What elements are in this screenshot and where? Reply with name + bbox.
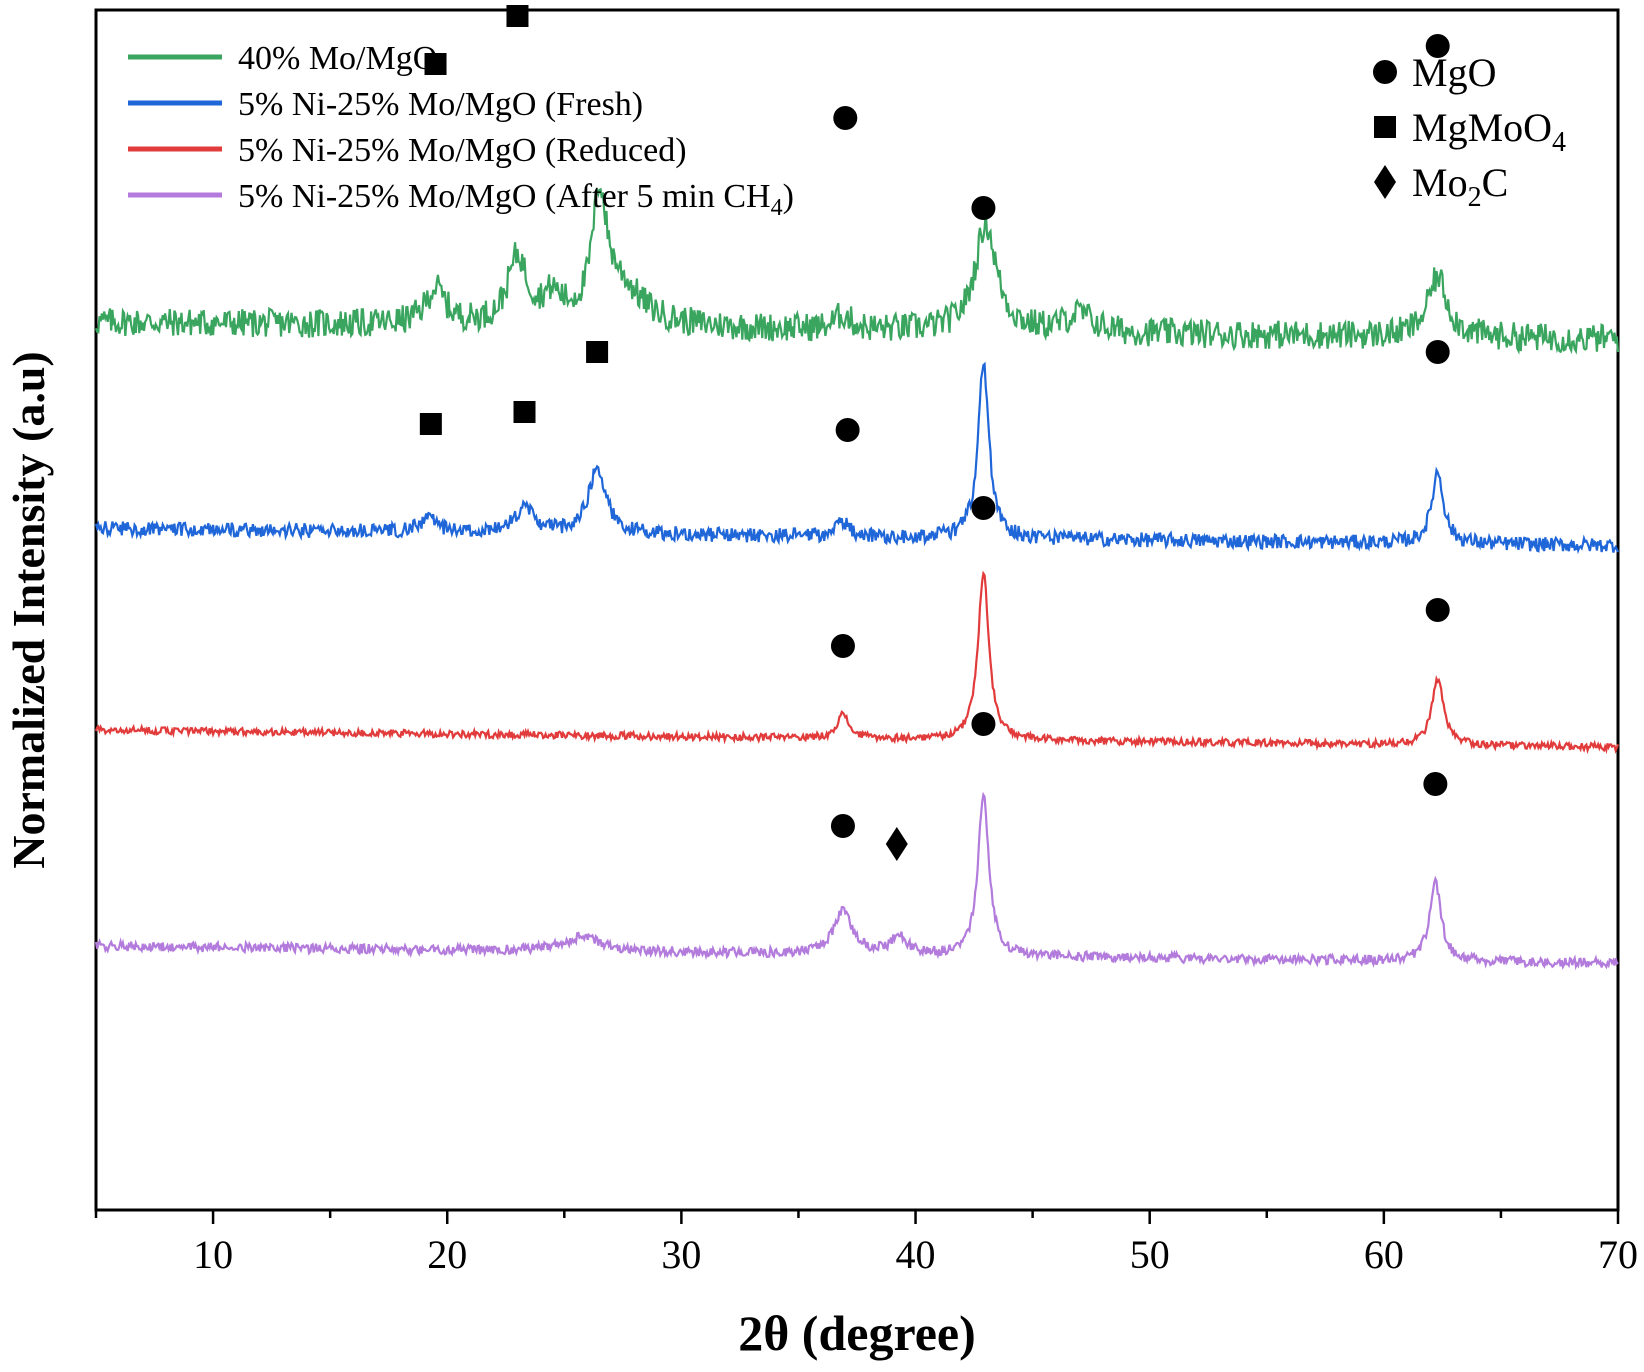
x-tick-label-50: 50 bbox=[1130, 1232, 1170, 1277]
phase-legend-symbol-circle bbox=[1373, 60, 1397, 84]
phase-legend-label-1: MgMoO4 bbox=[1412, 105, 1566, 158]
x-tick-label-70: 70 bbox=[1598, 1232, 1638, 1277]
phase-legend-label-2: Mo2C bbox=[1412, 160, 1508, 213]
phase-marker-square-7 bbox=[513, 401, 536, 423]
series-line-1 bbox=[94, 361, 1620, 555]
phase-marker-circle-18 bbox=[1423, 772, 1448, 796]
legend-label-2: 5% Ni-25% Mo/MgO (Reduced) bbox=[238, 132, 687, 169]
x-tick-label-30: 30 bbox=[661, 1232, 701, 1277]
phase-marker-circle-10 bbox=[971, 196, 996, 220]
series-line-2 bbox=[94, 570, 1620, 755]
phase-legend-label-0: MgO bbox=[1412, 50, 1496, 95]
x-tick-label-10: 10 bbox=[193, 1232, 233, 1277]
phase-marker-circle-12 bbox=[830, 634, 855, 658]
x-tick-label-60: 60 bbox=[1364, 1232, 1404, 1277]
phase-marker-square-6 bbox=[419, 413, 442, 435]
phase-marker-diamond-16 bbox=[885, 827, 908, 861]
x-tick-label-40: 40 bbox=[896, 1232, 936, 1277]
phase-legend-symbol-diamond bbox=[1374, 165, 1396, 199]
phase-marker-circle-5 bbox=[1425, 34, 1450, 58]
x-tick-label-20: 20 bbox=[427, 1232, 467, 1277]
series-line-3 bbox=[94, 791, 1619, 971]
phase-legend-symbol-square bbox=[1374, 116, 1396, 138]
phase-marker-square-1 bbox=[506, 5, 529, 27]
phase-marker-circle-17 bbox=[971, 712, 996, 736]
phase-marker-circle-11 bbox=[1425, 340, 1450, 364]
legend-label-0: 40% Mo/MgO bbox=[238, 40, 437, 77]
series-legend: 40% Mo/MgO 5% Ni-25% Mo/MgO (Fresh) 5% Ni-… bbox=[128, 40, 794, 221]
series-line-0 bbox=[94, 187, 1620, 355]
phase-marker-circle-15 bbox=[830, 814, 855, 838]
y-axis-label: Normalized Intensity (a.u) bbox=[3, 351, 54, 868]
phase-marker-square-0 bbox=[424, 53, 447, 75]
phase-marker-circle-3 bbox=[833, 106, 858, 130]
plot-frame bbox=[94, 8, 1620, 1212]
phase-markers-layer bbox=[419, 5, 1450, 861]
x-axis: 10 20 30 40 50 60 70 bbox=[94, 1210, 1638, 1277]
phase-marker-circle-13 bbox=[971, 496, 996, 520]
phase-marker-circle-14 bbox=[1425, 598, 1450, 622]
x-axis-label: 2θ (degree) bbox=[738, 1305, 976, 1361]
phase-marker-square-8 bbox=[586, 341, 609, 363]
legend-label-1: 5% Ni-25% Mo/MgO (Fresh) bbox=[238, 86, 643, 123]
phase-marker-circle-9 bbox=[835, 418, 860, 442]
curves-layer bbox=[94, 187, 1620, 971]
legend-label-3: 5% Ni-25% Mo/MgO (After 5 min CH4) bbox=[238, 178, 794, 221]
